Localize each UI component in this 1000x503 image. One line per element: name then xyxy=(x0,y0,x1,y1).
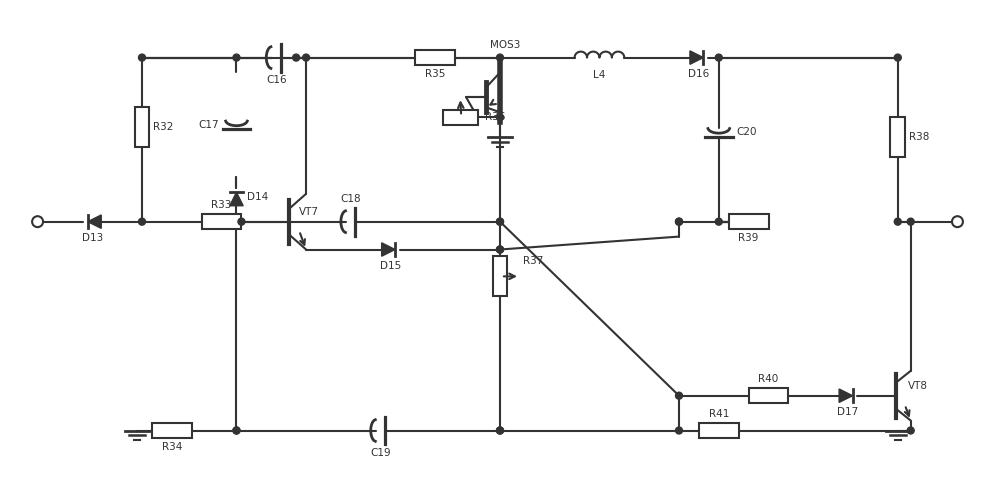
Text: R33: R33 xyxy=(211,200,232,210)
Text: R37: R37 xyxy=(523,257,543,267)
Circle shape xyxy=(676,392,682,399)
Text: C19: C19 xyxy=(370,448,391,458)
Text: C17: C17 xyxy=(198,120,219,130)
Circle shape xyxy=(715,218,722,225)
Text: VT8: VT8 xyxy=(908,381,928,391)
Bar xyxy=(493,257,507,296)
Circle shape xyxy=(676,427,682,434)
Circle shape xyxy=(497,218,503,225)
Text: D14: D14 xyxy=(247,192,268,202)
Text: R35: R35 xyxy=(425,69,446,79)
Circle shape xyxy=(497,427,503,434)
Circle shape xyxy=(907,427,914,434)
Circle shape xyxy=(676,218,682,225)
Text: D15: D15 xyxy=(380,261,401,271)
Circle shape xyxy=(497,54,503,61)
Circle shape xyxy=(139,54,145,61)
Circle shape xyxy=(497,427,503,434)
Circle shape xyxy=(715,54,722,61)
Circle shape xyxy=(497,246,503,253)
Text: MOS3: MOS3 xyxy=(490,40,520,50)
Bar xyxy=(699,423,739,438)
Circle shape xyxy=(238,218,245,225)
Text: L4: L4 xyxy=(593,69,606,79)
Bar xyxy=(729,214,769,229)
Text: R40: R40 xyxy=(758,374,779,384)
Circle shape xyxy=(676,218,682,225)
Bar xyxy=(415,50,455,65)
Circle shape xyxy=(303,54,310,61)
Circle shape xyxy=(233,427,240,434)
Text: R34: R34 xyxy=(162,442,182,452)
Bar xyxy=(443,110,478,125)
Polygon shape xyxy=(839,389,853,402)
Circle shape xyxy=(497,114,503,121)
Polygon shape xyxy=(690,51,703,64)
Bar xyxy=(152,423,192,438)
Bar xyxy=(749,388,788,403)
Circle shape xyxy=(293,54,300,61)
Circle shape xyxy=(233,427,240,434)
Text: C20: C20 xyxy=(737,127,757,137)
Circle shape xyxy=(894,218,901,225)
Bar xyxy=(202,214,241,229)
Text: D13: D13 xyxy=(82,233,103,243)
Text: R32: R32 xyxy=(153,122,174,132)
Text: R38: R38 xyxy=(909,132,930,142)
Polygon shape xyxy=(88,215,101,228)
Text: D16: D16 xyxy=(688,69,710,79)
Circle shape xyxy=(233,54,240,61)
Circle shape xyxy=(139,218,145,225)
Circle shape xyxy=(907,218,914,225)
Text: D17: D17 xyxy=(837,407,859,417)
Bar xyxy=(890,117,905,157)
Polygon shape xyxy=(230,192,243,206)
Circle shape xyxy=(952,216,963,227)
Circle shape xyxy=(497,246,503,253)
Circle shape xyxy=(32,216,43,227)
Circle shape xyxy=(894,54,901,61)
Text: C16: C16 xyxy=(266,75,287,86)
Bar xyxy=(135,107,149,147)
Polygon shape xyxy=(382,243,395,256)
Text: VT7: VT7 xyxy=(299,207,319,217)
Circle shape xyxy=(497,218,503,225)
Text: R39: R39 xyxy=(738,233,759,243)
Text: R41: R41 xyxy=(709,409,729,419)
Text: R36: R36 xyxy=(485,112,505,122)
Text: C18: C18 xyxy=(341,194,361,204)
